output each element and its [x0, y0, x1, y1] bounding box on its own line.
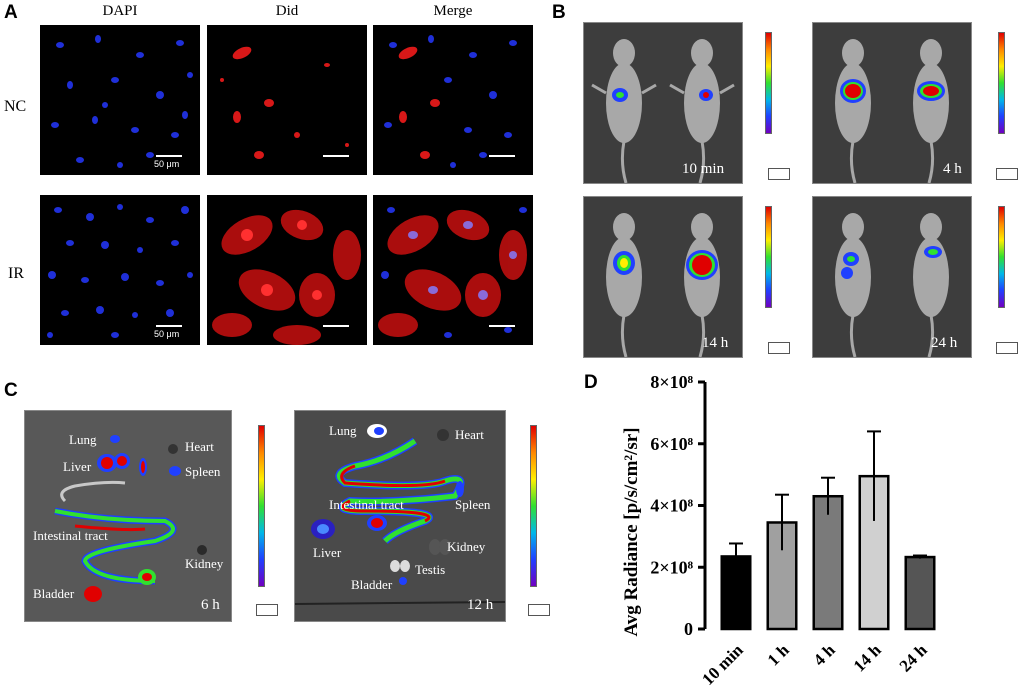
- panel-label-d: D: [584, 372, 598, 393]
- colorbar-legend: [996, 342, 1018, 354]
- ivis-image-4h: 4 h: [812, 22, 972, 184]
- colorbar: [998, 206, 1005, 308]
- organ-label-testis: Testis: [415, 562, 446, 577]
- time-label-12h: 12 h: [467, 597, 494, 613]
- row-header-ir: IR: [8, 265, 24, 282]
- organ-label-intestinal: Intestinal tract: [329, 497, 404, 512]
- organ-label-bladder: Bladder: [351, 577, 393, 592]
- micrograph-ir-merge: [373, 195, 533, 345]
- x-tick-label: 1 h: [764, 640, 794, 670]
- y-tick-label: 8×10⁸: [650, 372, 693, 392]
- column-header-dapi: DAPI: [102, 3, 138, 19]
- colorbar: [998, 32, 1005, 134]
- ex-vivo-image-12h: Lung Heart Intestinal tract Spleen Liver…: [294, 410, 506, 622]
- organ-label-intestinal: Intestinal tract: [33, 528, 108, 543]
- panel-label-a: A: [4, 2, 18, 23]
- micrograph-nc-dapi: 50 μm: [40, 25, 200, 175]
- colorbar: [765, 206, 772, 308]
- x-tick-label: 10 min: [698, 640, 747, 689]
- organ-label-spleen: Spleen: [455, 497, 491, 512]
- time-label-24h: 24 h: [931, 335, 958, 351]
- organ-label-lung: Lung: [329, 423, 357, 438]
- time-label-10min: 10 min: [682, 161, 725, 177]
- organ-label-liver: Liver: [63, 459, 92, 474]
- scale-bar: [489, 325, 515, 327]
- column-header-merge: Merge: [433, 3, 473, 19]
- organ-label-lung: Lung: [69, 432, 97, 447]
- colorbar-legend: [768, 342, 790, 354]
- y-tick-label: 6×10⁸: [650, 434, 693, 454]
- bar: [812, 494, 844, 631]
- organ-label-kidney: Kidney: [185, 556, 224, 571]
- colorbar-legend: [996, 168, 1018, 180]
- organ-label-bladder: Bladder: [33, 586, 75, 601]
- ivis-image-10min: 10 min: [583, 22, 743, 184]
- colorbar: [530, 425, 537, 587]
- organ-label-heart: Heart: [455, 427, 484, 442]
- time-label-6h: 6 h: [201, 597, 220, 613]
- colorbar: [258, 425, 265, 587]
- micrograph-nc-merge: [373, 25, 533, 175]
- scale-bar: [323, 325, 349, 327]
- y-axis-label: Avg Radiance [p/s/cm²/sr]: [621, 427, 642, 636]
- scale-label: 50 μm: [154, 159, 180, 169]
- x-tick-label: 14 h: [850, 640, 886, 676]
- time-label-4h: 4 h: [943, 161, 962, 177]
- y-tick-label: 2×10⁸: [650, 557, 693, 577]
- x-tick-label: 24 h: [896, 640, 932, 676]
- organ-label-kidney: Kidney: [447, 539, 486, 554]
- time-label-14h: 14 h: [702, 335, 729, 351]
- ivis-image-24h: 24 h: [812, 196, 972, 358]
- y-tick-label: 0: [684, 619, 693, 639]
- micrograph-nc-did: [207, 25, 367, 175]
- scale-bar: [156, 325, 182, 327]
- scale-bar: [489, 155, 515, 157]
- bar-chart: 0 2×10⁸ 4×10⁸ 6×10⁸ 8×10⁸ 10 min 1 h 4 h 14 h 24…: [621, 372, 936, 689]
- ivis-image-14h: 14 h: [583, 196, 743, 358]
- row-header-nc: NC: [4, 98, 27, 115]
- organ-label-spleen: Spleen: [185, 464, 221, 479]
- bar: [904, 555, 936, 631]
- organ-label-liver: Liver: [313, 545, 342, 560]
- y-tick-label: 4×10⁸: [650, 496, 693, 516]
- column-header-did: Did: [275, 3, 299, 19]
- ex-vivo-image-6h: Lung Heart Liver Spleen Intestinal tract…: [24, 410, 232, 622]
- colorbar: [765, 32, 772, 134]
- micrograph-ir-did: [207, 195, 367, 345]
- x-tick-label: 4 h: [810, 640, 840, 670]
- panel-label-c: C: [4, 380, 18, 401]
- scale-label: 50 μm: [154, 329, 180, 339]
- colorbar-legend: [768, 168, 790, 180]
- organ-label-heart: Heart: [185, 439, 214, 454]
- scale-bar: [156, 155, 182, 157]
- colorbar-legend: [528, 604, 550, 616]
- micrograph-ir-dapi: 50 μm: [40, 195, 200, 345]
- panel-label-b: B: [552, 2, 566, 23]
- scale-bar: [323, 155, 349, 157]
- colorbar-legend: [256, 604, 278, 616]
